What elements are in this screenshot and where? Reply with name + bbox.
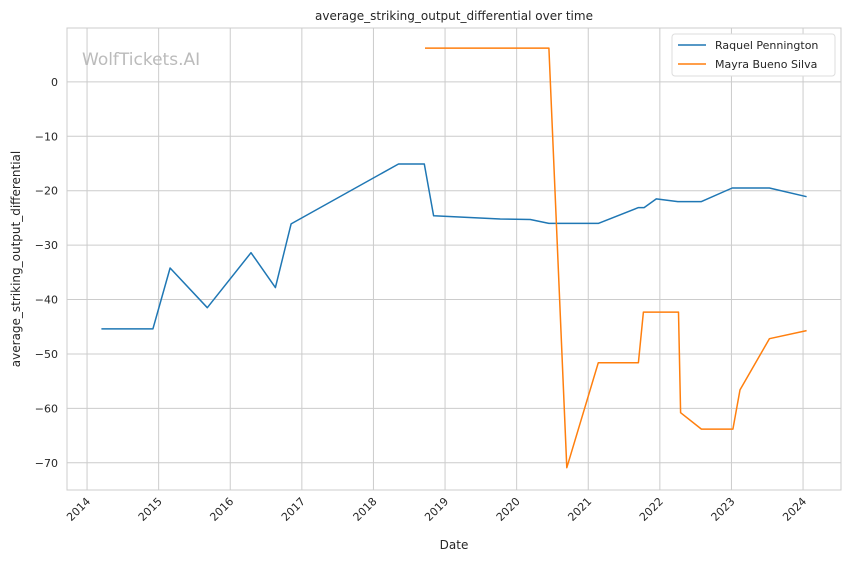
series-line-raquel-pennington	[101, 163, 807, 330]
plot-area	[66, 27, 842, 491]
y-tick-label: −60	[35, 402, 58, 415]
y-tick-label: −10	[35, 130, 58, 143]
y-tick-label: −70	[35, 457, 58, 470]
y-tick-label: −50	[35, 348, 58, 361]
x-tick-label: 2017	[279, 495, 308, 524]
x-axis-label: Date	[440, 538, 469, 552]
chart-title: average_striking_output_differential ove…	[315, 9, 593, 23]
x-tick-label: 2018	[351, 495, 380, 524]
watermark: WolfTickets.AI	[82, 50, 200, 70]
x-tick-label: 2019	[422, 495, 451, 524]
x-tick-label: 2020	[494, 495, 523, 524]
y-tick-label: −40	[35, 294, 58, 307]
x-tick-label: 2024	[780, 495, 809, 524]
y-tick-label: −20	[35, 185, 58, 198]
x-tick-label: 2016	[207, 495, 236, 524]
legend-label-mayra-bueno-silva: Mayra Bueno Silva	[715, 58, 817, 71]
series-lines	[101, 47, 807, 469]
x-tick-label: 2022	[637, 495, 666, 524]
y-tick-label: −30	[35, 239, 58, 252]
y-axis-label: average_striking_output_differential	[9, 151, 23, 367]
x-tick-label: 2021	[565, 495, 594, 524]
grid	[67, 28, 841, 490]
x-tick-label: 2023	[709, 495, 738, 524]
series-line-mayra-bueno-silva	[425, 47, 807, 469]
legend: Raquel Pennington Mayra Bueno Silva	[671, 33, 836, 77]
x-tick-label: 2015	[136, 495, 165, 524]
legend-label-raquel-pennington: Raquel Pennington	[715, 39, 818, 52]
y-tick-label: 0	[51, 76, 58, 89]
x-tick-label: 2014	[64, 495, 93, 524]
